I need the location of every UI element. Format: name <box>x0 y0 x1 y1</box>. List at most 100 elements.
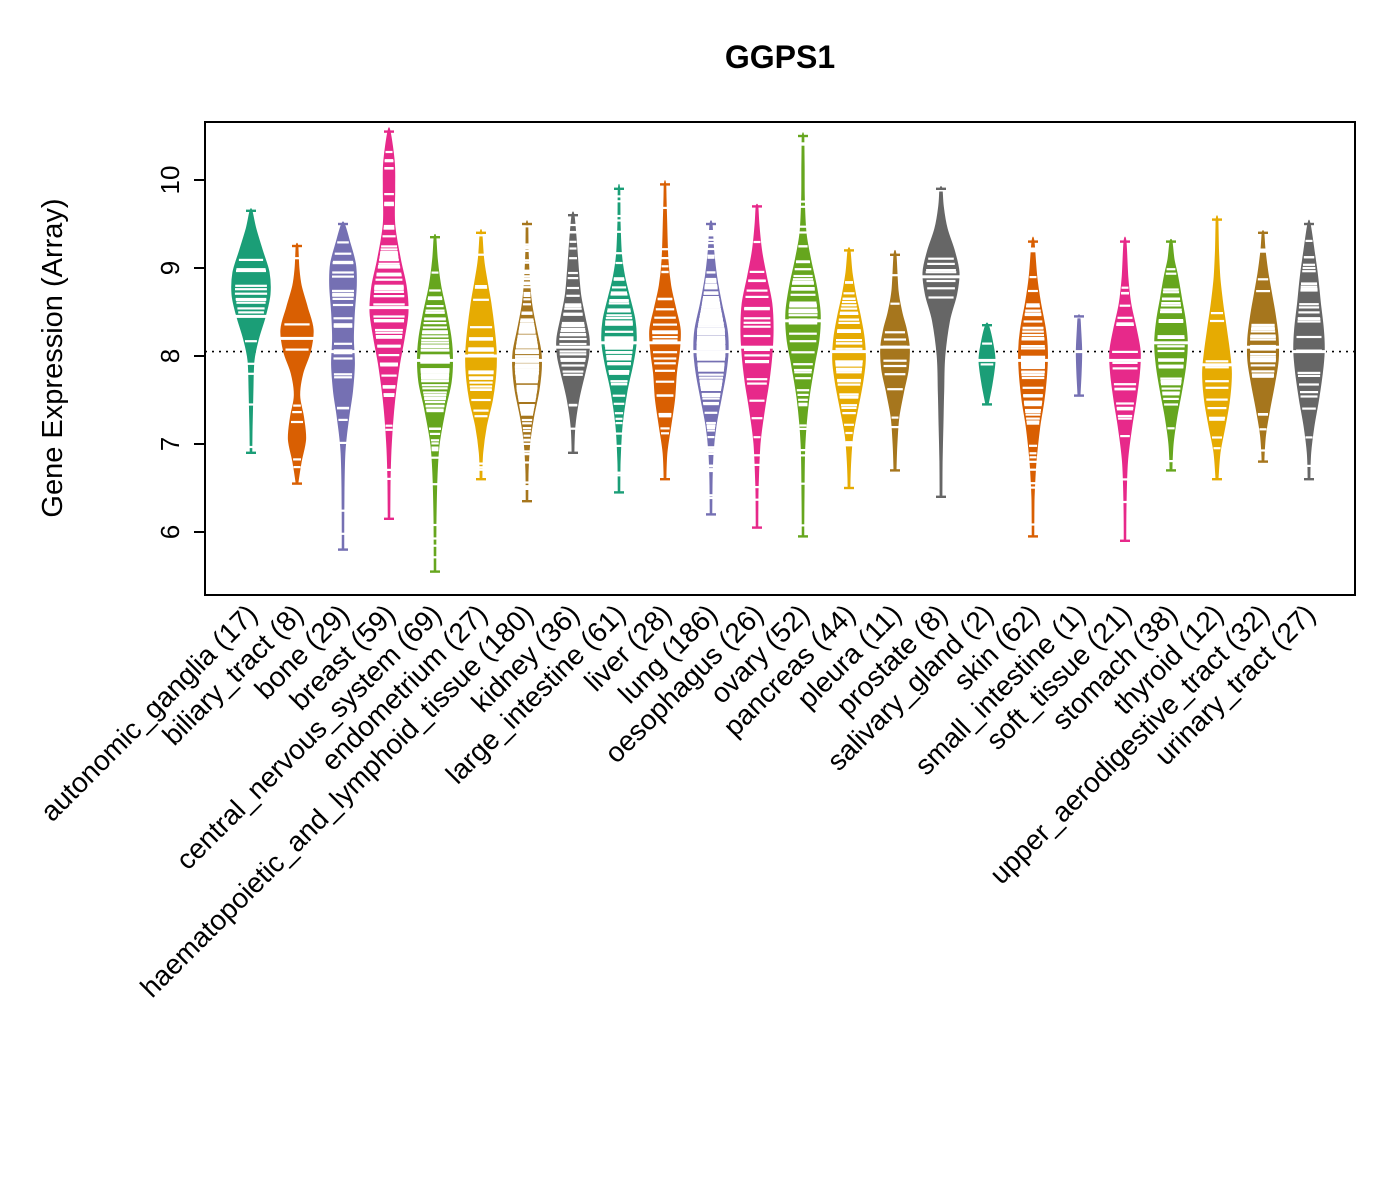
data-line <box>702 394 721 397</box>
data-line <box>1212 436 1222 439</box>
data-line <box>426 410 444 413</box>
data-line <box>247 372 255 375</box>
data-line <box>560 359 586 362</box>
data-line <box>378 354 400 357</box>
data-line <box>661 257 669 260</box>
data-line <box>519 326 535 329</box>
data-line <box>523 225 531 228</box>
data-line <box>382 386 396 389</box>
data-line <box>799 424 807 427</box>
data-line <box>1029 456 1037 459</box>
median-line <box>1291 350 1327 354</box>
data-line <box>697 325 725 328</box>
data-line <box>521 418 533 422</box>
data-line <box>1297 320 1321 323</box>
data-line <box>743 317 771 320</box>
data-line <box>430 439 440 442</box>
data-line <box>376 336 402 339</box>
data-line <box>796 389 810 392</box>
data-line <box>707 496 715 500</box>
data-line <box>799 200 807 203</box>
data-line <box>1021 363 1045 367</box>
data-line <box>1116 323 1134 326</box>
data-line <box>562 370 584 373</box>
extreme-tick <box>1258 231 1268 234</box>
data-line <box>744 308 770 311</box>
data-line <box>789 304 817 307</box>
data-line <box>384 193 394 196</box>
data-line <box>743 325 771 328</box>
data-line <box>1305 464 1313 467</box>
extreme-tick <box>476 478 486 481</box>
data-line <box>561 325 585 328</box>
data-line <box>523 271 531 275</box>
data-line <box>845 441 853 444</box>
data-line <box>518 398 536 401</box>
data-line <box>701 388 721 391</box>
extreme-tick <box>660 478 670 481</box>
data-line <box>607 308 631 311</box>
data-line <box>522 427 532 430</box>
data-line <box>707 448 715 451</box>
extreme-tick <box>936 187 946 190</box>
data-line <box>890 302 900 305</box>
data-line <box>333 317 353 320</box>
data-line <box>655 369 675 372</box>
extreme-tick <box>1166 240 1176 243</box>
data-line <box>238 311 264 314</box>
data-line <box>1259 449 1267 452</box>
extreme-tick <box>292 482 302 485</box>
data-line <box>523 249 531 252</box>
data-line <box>569 231 577 234</box>
y-tick-label: 9 <box>155 261 185 275</box>
data-line <box>795 377 811 380</box>
data-line <box>699 376 723 379</box>
data-line <box>615 230 623 233</box>
y-tick-label: 6 <box>155 525 185 539</box>
data-line <box>421 380 449 383</box>
data-line <box>293 257 301 260</box>
data-line <box>384 204 394 207</box>
data-line <box>925 271 957 274</box>
data-line <box>1298 311 1320 314</box>
data-line <box>522 303 531 306</box>
violin-body <box>1154 238 1188 471</box>
data-line <box>706 421 716 425</box>
data-line <box>1029 468 1037 471</box>
data-line <box>660 427 670 430</box>
data-line <box>247 445 255 449</box>
data-line <box>843 292 855 295</box>
data-line <box>333 373 353 376</box>
data-line <box>1158 366 1184 369</box>
data-line <box>380 248 398 251</box>
data-line <box>707 452 715 455</box>
data-line <box>523 278 531 281</box>
data-line <box>836 339 862 342</box>
data-line <box>884 331 905 334</box>
data-line <box>1117 316 1133 319</box>
data-line <box>431 271 439 274</box>
violin-urinary_tract <box>1291 219 1327 481</box>
data-line <box>431 483 439 486</box>
data-line <box>699 381 723 385</box>
data-line <box>1021 366 1045 369</box>
violin-stomach <box>1152 238 1190 472</box>
data-line <box>1305 239 1313 242</box>
data-line <box>697 327 725 330</box>
data-line <box>706 426 715 429</box>
data-line <box>332 262 354 265</box>
data-line <box>431 556 439 559</box>
violin-body <box>649 180 681 480</box>
data-line <box>753 486 761 489</box>
violin-lung <box>691 220 731 516</box>
data-line <box>1161 383 1181 386</box>
data-line <box>791 351 815 354</box>
data-line <box>523 247 531 250</box>
data-line <box>470 326 493 329</box>
data-line <box>559 353 587 356</box>
data-line <box>519 406 535 409</box>
data-line <box>523 281 531 284</box>
data-line <box>517 391 537 394</box>
data-line <box>661 432 669 435</box>
